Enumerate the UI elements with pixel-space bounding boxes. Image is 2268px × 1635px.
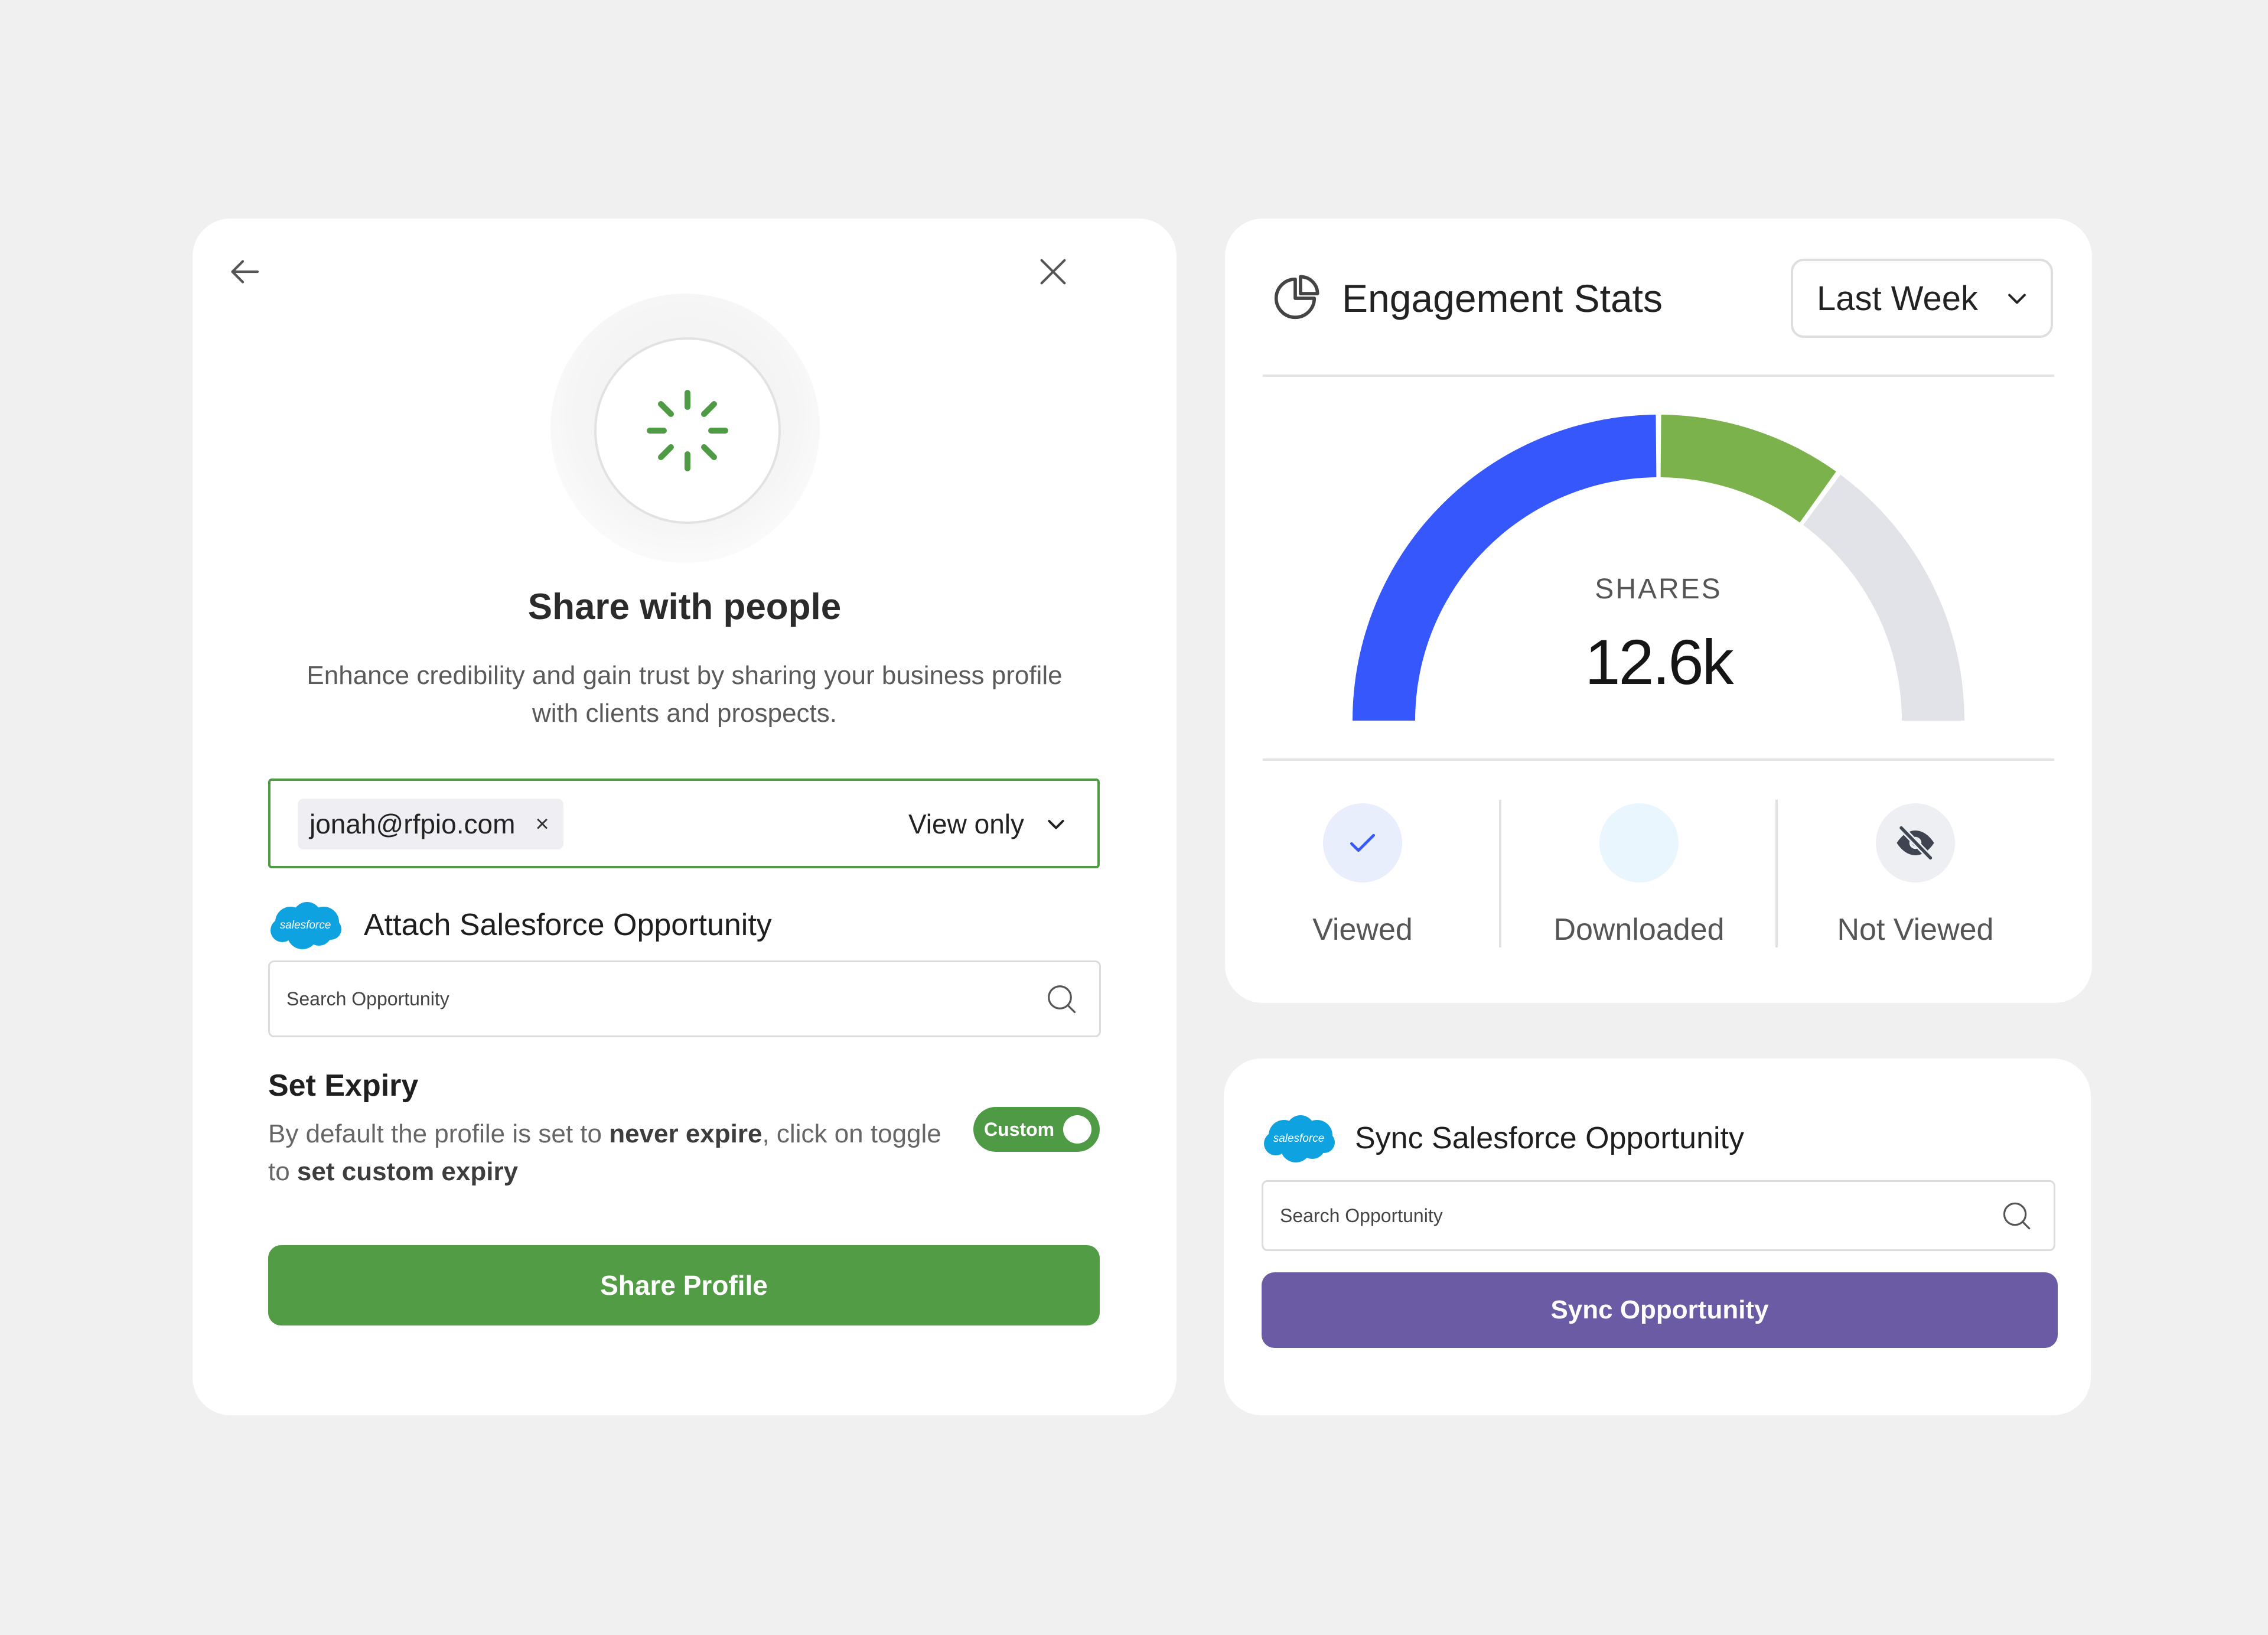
permission-dropdown[interactable]: View only bbox=[908, 799, 1068, 849]
sync-search-field[interactable] bbox=[1262, 1180, 2055, 1251]
gauge-segment-not-viewed bbox=[1803, 474, 1964, 721]
stat-separator bbox=[1775, 800, 1778, 947]
share-profile-button[interactable]: Share Profile bbox=[268, 1245, 1100, 1325]
sync-opportunity-button[interactable]: Sync Opportunity bbox=[1262, 1272, 2058, 1348]
stat-downloaded[interactable]: Downloaded bbox=[1501, 803, 1777, 963]
svg-text:salesforce: salesforce bbox=[1273, 1132, 1325, 1145]
expiry-desc-bold-2: set custom expiry bbox=[296, 1157, 519, 1186]
shares-gauge-chart bbox=[1353, 415, 1964, 721]
search-opportunity-field[interactable] bbox=[268, 960, 1101, 1037]
expiry-desc-text-2: , click on toggle to bbox=[268, 1119, 941, 1186]
engagement-title: Engagement Stats bbox=[1342, 276, 1663, 320]
salesforce-logo: salesforce bbox=[1264, 1115, 1335, 1162]
arrow-left-icon bbox=[231, 260, 259, 284]
divider bbox=[1263, 374, 2054, 377]
expiry-desc-text-1: By default the profile is set to bbox=[268, 1119, 610, 1148]
stat-label: Not Viewed bbox=[1837, 913, 1994, 947]
loading-spinner bbox=[594, 337, 781, 524]
share-title: Share with people bbox=[527, 587, 842, 627]
salesforce-logo: salesforce bbox=[271, 902, 341, 949]
search-icon bbox=[2003, 1202, 2031, 1230]
email-input-field[interactable]: jonah@rfpio.com × View only bbox=[268, 779, 1100, 868]
close-button[interactable] bbox=[1027, 245, 1080, 298]
chevron-down-icon bbox=[1048, 820, 1064, 829]
date-range-label: Last Week bbox=[1817, 279, 1978, 318]
close-icon bbox=[1040, 259, 1066, 285]
sync-salesforce-title: Sync Salesforce Opportunity bbox=[1355, 1121, 1744, 1155]
not-viewed-icon-circle bbox=[1876, 803, 1955, 882]
sync-salesforce-header: salesforce Sync Salesforce Opportunity bbox=[1262, 1106, 1744, 1171]
attach-salesforce-label: Attach Salesforce Opportunity bbox=[364, 908, 772, 942]
toggle-knob bbox=[1063, 1115, 1091, 1144]
date-range-dropdown[interactable]: Last Week bbox=[1791, 259, 2053, 338]
search-icon bbox=[1048, 985, 1076, 1014]
search-opportunity-input[interactable] bbox=[270, 962, 1099, 1035]
engagement-stats-card: Engagement Stats Last Week SHARES 12.6k … bbox=[1225, 219, 2092, 1003]
permission-label: View only bbox=[908, 809, 1024, 839]
gauge-segment-downloaded bbox=[1660, 415, 1836, 523]
gauge-center-value: 12.6k bbox=[1585, 626, 1733, 698]
eye-off-icon bbox=[1896, 825, 1934, 861]
stat-separator bbox=[1499, 800, 1501, 947]
back-button[interactable] bbox=[219, 245, 272, 298]
spinner-icon bbox=[647, 390, 728, 471]
engagement-header: Engagement Stats bbox=[1270, 266, 1663, 331]
pie-chart-icon bbox=[1274, 275, 1319, 320]
share-description: Enhance credibility and gain trust by sh… bbox=[307, 661, 1063, 728]
stat-label: Viewed bbox=[1312, 913, 1413, 947]
chevron-down-icon bbox=[2008, 294, 2026, 304]
email-chip: jonah@rfpio.com × bbox=[298, 799, 563, 849]
gauge-segment-viewed bbox=[1353, 415, 1657, 721]
sync-search-input[interactable] bbox=[1263, 1182, 2054, 1249]
sync-salesforce-card: salesforce Sync Salesforce Opportunity S… bbox=[1224, 1058, 2091, 1415]
attach-salesforce-row: salesforce Attach Salesforce Opportunity bbox=[268, 895, 772, 955]
check-icon bbox=[1350, 833, 1375, 852]
share-with-people-card: Share with people Enhance credibility an… bbox=[193, 219, 1177, 1415]
set-expiry-title: Set Expiry bbox=[268, 1069, 419, 1103]
downloaded-icon-circle bbox=[1599, 803, 1679, 882]
email-chip-label: jonah@rfpio.com bbox=[309, 809, 516, 839]
gauge-center-label: SHARES bbox=[1595, 574, 1722, 605]
viewed-icon-circle bbox=[1323, 803, 1402, 882]
set-expiry-description: By default the profile is set to never e… bbox=[268, 1115, 947, 1191]
stat-label: Downloaded bbox=[1553, 913, 1725, 947]
toggle-label: Custom bbox=[984, 1118, 1055, 1140]
divider bbox=[1263, 758, 2054, 761]
expiry-desc-bold-1: never expire bbox=[609, 1119, 762, 1148]
svg-text:salesforce: salesforce bbox=[280, 919, 331, 932]
custom-expiry-toggle[interactable]: Custom bbox=[973, 1107, 1100, 1152]
stat-not-viewed[interactable]: Not Viewed bbox=[1778, 803, 2053, 963]
remove-chip-button[interactable]: × bbox=[535, 810, 549, 837]
stat-viewed[interactable]: Viewed bbox=[1225, 803, 1500, 963]
